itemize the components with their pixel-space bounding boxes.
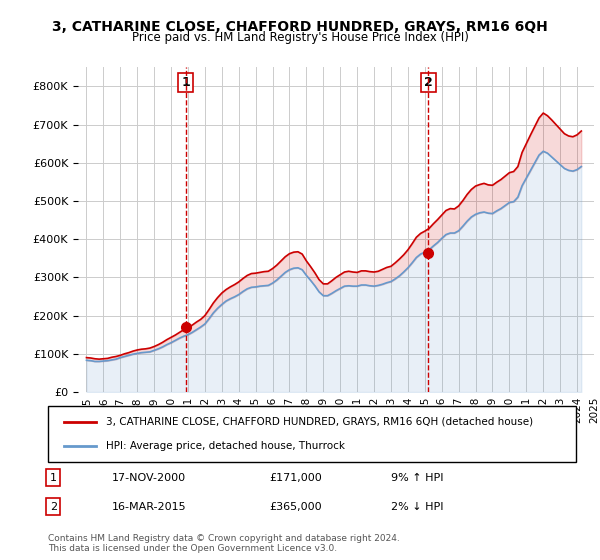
Text: 2% ↓ HPI: 2% ↓ HPI [391, 502, 444, 512]
Text: 3, CATHARINE CLOSE, CHAFFORD HUNDRED, GRAYS, RM16 6QH: 3, CATHARINE CLOSE, CHAFFORD HUNDRED, GR… [52, 20, 548, 34]
Text: 9% ↑ HPI: 9% ↑ HPI [391, 473, 444, 483]
Text: 17-NOV-2000: 17-NOV-2000 [112, 473, 185, 483]
Text: 1: 1 [50, 473, 57, 483]
Text: £365,000: £365,000 [270, 502, 322, 512]
Text: £171,000: £171,000 [270, 473, 323, 483]
Text: Contains HM Land Registry data © Crown copyright and database right 2024.
This d: Contains HM Land Registry data © Crown c… [48, 534, 400, 553]
Text: 2: 2 [50, 502, 57, 512]
Text: HPI: Average price, detached house, Thurrock: HPI: Average price, detached house, Thur… [106, 441, 345, 451]
Text: 16-MAR-2015: 16-MAR-2015 [112, 502, 186, 512]
Text: Price paid vs. HM Land Registry's House Price Index (HPI): Price paid vs. HM Land Registry's House … [131, 31, 469, 44]
FancyBboxPatch shape [48, 406, 576, 462]
Text: 2: 2 [424, 76, 433, 89]
Text: 1: 1 [182, 76, 190, 89]
Text: 3, CATHARINE CLOSE, CHAFFORD HUNDRED, GRAYS, RM16 6QH (detached house): 3, CATHARINE CLOSE, CHAFFORD HUNDRED, GR… [106, 417, 533, 427]
